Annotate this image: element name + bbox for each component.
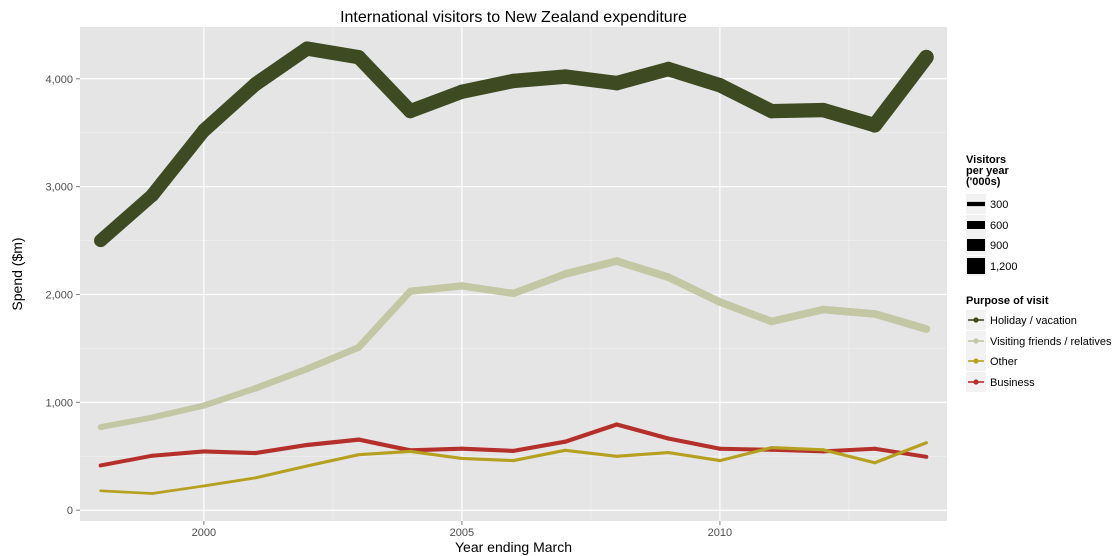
series-segment (253, 464, 309, 480)
y-tick-label: 1,000 (45, 397, 73, 409)
y-tick-label: 3,000 (45, 182, 73, 194)
series-segment (305, 453, 361, 468)
series-segment (615, 450, 670, 458)
y-tick-label: 4,000 (45, 74, 73, 86)
series-segment (94, 188, 159, 248)
series-segment (764, 102, 831, 119)
series-lines (94, 41, 934, 495)
series-segment (506, 69, 573, 89)
series-other (99, 441, 928, 495)
y-axis-title: Spend ($m) (9, 237, 25, 310)
series-segment (661, 61, 728, 93)
series-segment (351, 50, 418, 119)
series-segment (767, 305, 827, 326)
series-segment (769, 447, 826, 454)
series-segment (99, 489, 154, 495)
series-visiting-friends-relatives (97, 257, 931, 431)
x-axis-title: Year ending March (455, 539, 572, 555)
series-segment (150, 449, 206, 458)
color-legend-label: Other (990, 356, 1018, 368)
series-segment (614, 422, 671, 441)
series-business (98, 422, 929, 468)
y-tick-label: 0 (67, 505, 73, 517)
series-segment (252, 365, 311, 392)
chart-title: International visitors to New Zealand ex… (340, 9, 687, 26)
size-legend-label: 600 (990, 220, 1008, 232)
x-tick-label: 2005 (450, 527, 474, 539)
series-segment (460, 456, 516, 463)
series-segment (357, 449, 412, 457)
series-segment (406, 282, 466, 295)
series-segment (299, 41, 366, 65)
x-tick-label: 2000 (192, 527, 216, 539)
series-segment (303, 343, 363, 373)
series-segment (563, 422, 619, 444)
series-segment (718, 446, 774, 463)
series-segment (200, 385, 259, 409)
series-segment (557, 69, 624, 91)
series-segment (201, 449, 258, 456)
series-segment (202, 476, 257, 488)
size-legend-title-line: Visitors (966, 154, 1006, 166)
series-segment (769, 446, 825, 452)
color-legend-label: Holiday / vacation (990, 315, 1077, 327)
series-holiday-vacation (94, 41, 934, 248)
series-segment (666, 450, 722, 463)
plot-background (80, 27, 947, 521)
series-segment (819, 305, 879, 318)
series-segment (511, 439, 568, 453)
series-segment (511, 448, 567, 463)
series-segment (145, 123, 211, 203)
series-segment (509, 270, 569, 298)
size-legend-label: 300 (990, 199, 1008, 211)
color-legend-label: Visiting friends / relatives (990, 336, 1112, 348)
series-segment (253, 442, 310, 456)
y-tick-label: 2,000 (45, 289, 73, 301)
series-segment (149, 402, 207, 421)
color-legend-label: Business (990, 377, 1035, 389)
axes: 0 1,000 2,000 3,000 4,000 2000 2005 2010 (45, 74, 732, 539)
series-segment (150, 484, 206, 495)
size-legend-label: 1,200 (990, 261, 1018, 273)
series-segment (867, 49, 934, 133)
size-legend-title-line: per year (966, 165, 1010, 177)
series-segment (454, 73, 521, 99)
series-segment (563, 448, 619, 458)
series-segment (712, 78, 779, 119)
series-segment (356, 437, 413, 453)
series-segment (815, 102, 882, 133)
series-segment (612, 257, 673, 282)
series-segment (403, 84, 469, 119)
series-segment (873, 441, 928, 465)
series-segment (666, 436, 722, 451)
series-segment (304, 437, 361, 448)
color-legend-point (973, 358, 979, 364)
series-segment (870, 310, 931, 333)
series-segment (821, 448, 877, 465)
series-segment (458, 282, 518, 298)
grid-lines (80, 27, 947, 521)
series-segment (408, 446, 464, 453)
series-segment (248, 41, 315, 92)
color-legend-point (973, 317, 979, 323)
series-segment (97, 414, 156, 431)
series-segment (609, 61, 676, 91)
color-legend-point (973, 379, 979, 385)
series-segment (98, 453, 155, 468)
color-legend-title: Purpose of visit (966, 295, 1049, 307)
size-legend-label: 900 (990, 240, 1008, 252)
series-segment (459, 446, 516, 453)
series-segment (664, 273, 724, 306)
color-legend-point (973, 338, 979, 344)
x-tick-label: 2010 (708, 527, 732, 539)
plot-panel (80, 27, 947, 521)
series-segment (561, 257, 621, 278)
series-segment (355, 287, 414, 351)
series-segment (196, 77, 263, 138)
series-segment (716, 298, 776, 326)
series-segment (408, 449, 464, 461)
size-legend-title-line: ('000s) (966, 176, 1001, 188)
